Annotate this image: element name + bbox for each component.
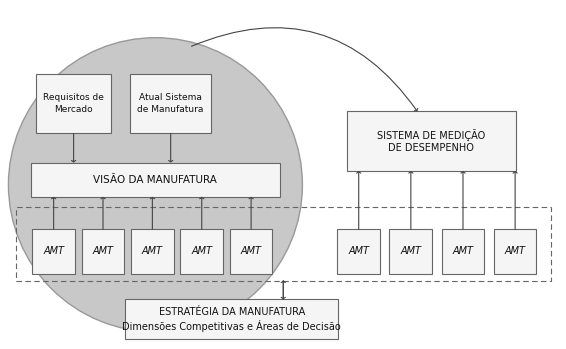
FancyBboxPatch shape xyxy=(131,74,211,133)
Text: AMT: AMT xyxy=(142,246,163,257)
Text: AMT: AMT xyxy=(191,246,212,257)
Text: AMT: AMT xyxy=(452,246,474,257)
FancyBboxPatch shape xyxy=(347,111,516,171)
FancyBboxPatch shape xyxy=(31,163,280,197)
FancyBboxPatch shape xyxy=(125,299,338,339)
Text: AMT: AMT xyxy=(92,246,114,257)
FancyBboxPatch shape xyxy=(181,229,223,274)
Text: Atual Sistema
de Manufatura: Atual Sistema de Manufatura xyxy=(138,94,204,113)
Text: Requisitos de
Mercado: Requisitos de Mercado xyxy=(43,94,104,113)
Text: ESTRATÉGIA DA MANUFATURA
Dimensões Competitivas e Áreas de Decisão: ESTRATÉGIA DA MANUFATURA Dimensões Compe… xyxy=(122,306,341,332)
Ellipse shape xyxy=(8,38,302,332)
FancyBboxPatch shape xyxy=(337,229,380,274)
Text: AMT: AMT xyxy=(348,246,369,257)
FancyBboxPatch shape xyxy=(131,229,174,274)
FancyBboxPatch shape xyxy=(494,229,537,274)
FancyBboxPatch shape xyxy=(230,229,272,274)
Text: AMT: AMT xyxy=(241,246,261,257)
FancyBboxPatch shape xyxy=(441,229,484,274)
FancyBboxPatch shape xyxy=(389,229,432,274)
Text: AMT: AMT xyxy=(400,246,421,257)
Text: AMT: AMT xyxy=(43,246,64,257)
Text: SISTEMA DE MEDIÇÃO
DE DESEMPENHO: SISTEMA DE MEDIÇÃO DE DESEMPENHO xyxy=(378,129,486,153)
FancyBboxPatch shape xyxy=(82,229,125,274)
FancyBboxPatch shape xyxy=(32,229,75,274)
Text: VISÃO DA MANUFATURA: VISÃO DA MANUFATURA xyxy=(93,174,217,185)
FancyBboxPatch shape xyxy=(36,74,111,133)
Text: AMT: AMT xyxy=(505,246,526,257)
